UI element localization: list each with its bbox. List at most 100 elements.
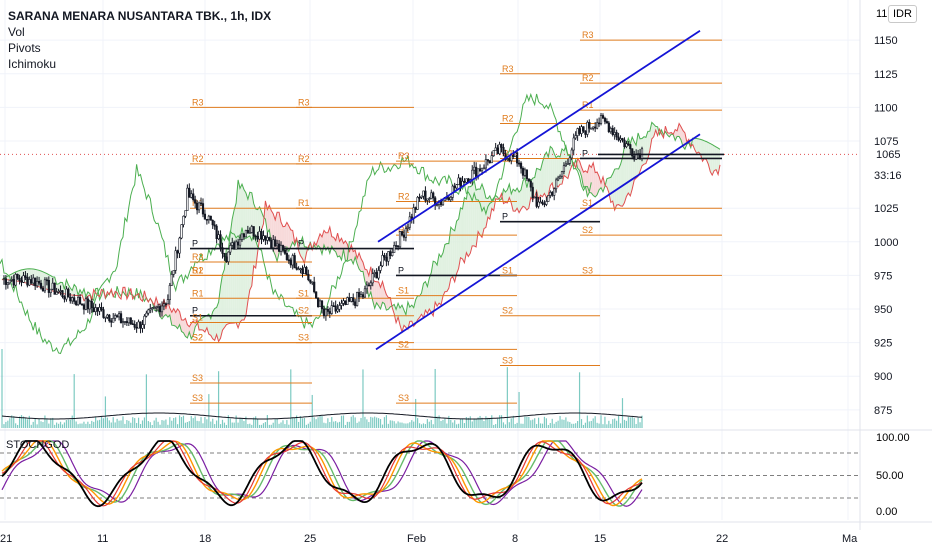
- volume-bar: [623, 419, 626, 428]
- candle-body: [217, 234, 220, 240]
- volume-bar: [541, 423, 544, 428]
- volume-bar: [50, 418, 52, 428]
- volume-bar: [67, 419, 69, 428]
- candle-body: [205, 218, 208, 221]
- volume-bar: [454, 420, 456, 428]
- candle-body: [80, 303, 84, 306]
- cloud-segment: [468, 186, 471, 257]
- cloud-segment: [595, 172, 598, 197]
- volume-bar: [350, 416, 352, 428]
- volume-bar: [415, 398, 417, 428]
- candle-body: [400, 231, 404, 236]
- cloud-segment: [503, 189, 506, 204]
- candle-body: [6, 282, 9, 285]
- volume-bar: [368, 422, 370, 428]
- candle-body: [447, 197, 450, 201]
- candle-body: [168, 285, 171, 300]
- pivot-label: S2: [192, 333, 203, 343]
- volume-bar: [588, 421, 590, 428]
- volume-bar: [59, 421, 62, 428]
- pivot-label: S2: [398, 339, 409, 349]
- candle-body: [553, 188, 556, 196]
- volume-bar: [266, 415, 268, 428]
- candle-body: [531, 186, 534, 199]
- volume-bar: [89, 423, 91, 428]
- osc-level-50: 50.00: [876, 470, 904, 482]
- volume-bar: [467, 417, 469, 428]
- oscillator-title[interactable]: STOCHGOD: [6, 439, 70, 451]
- volume-bar: [473, 418, 475, 428]
- volume-bar: [3, 424, 5, 428]
- volume-bar: [532, 419, 534, 428]
- volume-bar: [175, 417, 177, 428]
- volume-bar: [491, 415, 493, 428]
- candle-body: [295, 267, 298, 270]
- symbol-title[interactable]: SARANA MENARA NUSANTARA TBK., 1h, IDX: [8, 9, 272, 23]
- candle-body: [328, 311, 331, 314]
- indicator-vol[interactable]: Vol: [8, 25, 25, 39]
- indicator-pivots[interactable]: Pivots: [8, 41, 41, 55]
- candle-body: [640, 148, 644, 159]
- candle-body: [379, 265, 382, 271]
- cloud-segment: [464, 197, 467, 263]
- candle-body: [49, 288, 52, 293]
- pivot-label: R1: [298, 198, 310, 208]
- cloud-segment: [482, 184, 484, 238]
- candle-body: [533, 196, 536, 199]
- cloud-segment: [201, 317, 203, 331]
- indicator-ichimoku[interactable]: Ichimoku: [8, 57, 57, 71]
- currency-badge[interactable]: IDR: [888, 5, 917, 23]
- volume-bar: [598, 423, 600, 428]
- volume-bar: [569, 422, 571, 428]
- cloud-segment: [651, 122, 654, 139]
- candle-body: [133, 324, 136, 328]
- volume-bar: [508, 422, 510, 428]
- candle-body: [342, 300, 345, 304]
- candle-body: [605, 121, 608, 124]
- volume-bar: [290, 369, 292, 428]
- cloud-segment: [645, 131, 648, 164]
- volume-bar: [610, 423, 612, 428]
- pivot-levels: R3R2R1PS1S2S3R3R2R1PS1S2S3R3R2R1PS1S2S3R…: [190, 30, 722, 404]
- volume-bar: [95, 416, 97, 428]
- cloud-segment: [450, 227, 453, 279]
- candle-body: [88, 300, 91, 310]
- volume-bar: [356, 422, 358, 428]
- cloud-segment: [470, 185, 473, 254]
- volume-bar: [409, 422, 411, 428]
- volume-bar: [282, 420, 284, 428]
- volume-bar: [327, 418, 329, 428]
- pivot-label: S3: [582, 265, 593, 275]
- candle-body: [412, 207, 415, 219]
- candle-body: [242, 233, 246, 238]
- volume-bar: [177, 424, 179, 428]
- price-tick-label: 1000: [874, 237, 898, 249]
- cloud-segment: [710, 143, 713, 176]
- cloud-segment: [540, 162, 543, 197]
- pivot-label: S2: [192, 333, 203, 343]
- cloud-segment: [585, 170, 588, 197]
- volume-bar: [204, 417, 206, 428]
- cloud-segment: [202, 316, 205, 332]
- candle-body: [315, 291, 318, 299]
- volume-bar: [311, 394, 313, 428]
- candle-body: [274, 239, 277, 247]
- cloud-segment: [519, 189, 522, 213]
- volume-bar: [463, 423, 466, 428]
- candle-body: [98, 307, 101, 312]
- stoch-line: [1, 440, 643, 507]
- volume-bar: [469, 416, 471, 428]
- candle-body: [110, 320, 113, 323]
- volume-bar: [126, 420, 128, 428]
- cloud-segment: [675, 129, 678, 141]
- volume-bar: [132, 417, 134, 428]
- volume-bar: [471, 421, 473, 428]
- volume-bar: [159, 424, 161, 428]
- candle-body: [135, 326, 138, 329]
- bar-countdown: 33:16: [874, 170, 902, 182]
- volume-bar: [438, 415, 440, 428]
- volume-bar: [536, 424, 538, 428]
- candle-body: [404, 228, 408, 238]
- candle-body: [213, 224, 216, 227]
